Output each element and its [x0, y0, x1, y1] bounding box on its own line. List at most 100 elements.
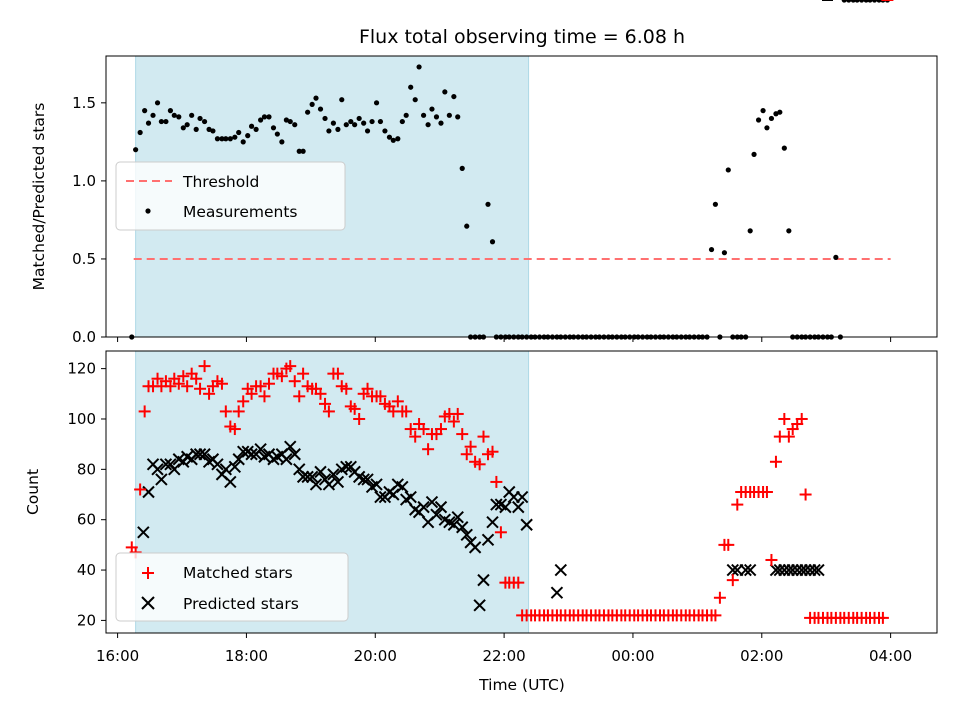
matched-star-marker: [726, 574, 739, 587]
measurement-point: [455, 114, 461, 120]
legend-measurements-label: Measurements: [183, 203, 298, 221]
predicted-star-marker: [305, 470, 319, 484]
measurement-point: [416, 64, 422, 70]
legend-matched-label: Matched stars: [183, 564, 293, 582]
predicted-star-marker: [499, 500, 512, 514]
measurement-point: [777, 109, 783, 115]
measurement-point: [232, 134, 238, 140]
predicted-star-marker: [370, 478, 383, 491]
predicted-star-stroke: [370, 478, 383, 491]
predicted-star-stroke: [305, 470, 319, 484]
measurement-point: [755, 117, 762, 123]
measurement-point: [223, 136, 229, 142]
measurement-point: [167, 108, 174, 114]
predicted-star-stroke: [499, 500, 512, 514]
predicted-star-stroke: [554, 563, 568, 577]
predicted-star-marker: [224, 475, 237, 489]
measurement-point: [725, 167, 731, 173]
matched-star-marker: [254, 380, 267, 393]
measurement-point: [193, 126, 199, 132]
predicted-star-stroke: [224, 475, 237, 489]
bottom-y-label: Count: [24, 469, 42, 515]
matched-star-marker: [391, 395, 404, 408]
predicted-star-stroke: [726, 563, 740, 577]
measurement-point: [433, 114, 440, 120]
measurement-point: [489, 239, 496, 245]
bottom-y-tick-label: 20: [77, 611, 96, 629]
matched-star-marker: [293, 390, 306, 403]
matched-star-marker: [731, 498, 744, 511]
measurement-point: [373, 100, 380, 106]
predicted-star-marker: [425, 495, 439, 509]
predicted-star-stroke: [340, 460, 353, 474]
predicted-star-marker: [228, 460, 242, 474]
measurement-point: [240, 139, 246, 145]
measurement-point: [352, 122, 358, 128]
measurement-point: [258, 117, 264, 123]
x-tick-label: 04:00: [869, 647, 912, 665]
predicted-star-stroke: [425, 495, 439, 509]
predicted-star-stroke: [490, 498, 503, 511]
predicted-star-marker: [550, 586, 564, 599]
matched-stars-points: [125, 0, 894, 624]
matched-star-marker: [134, 483, 147, 496]
predicted-star-marker: [773, 563, 787, 577]
measurement-point: [210, 128, 216, 134]
predicted-star-marker: [812, 563, 825, 577]
legend-predicted-swatch: [141, 596, 155, 610]
predicted-star-stroke: [301, 470, 314, 484]
matched-star-marker: [353, 412, 366, 425]
matched-star-marker: [782, 430, 795, 443]
matched-star-marker: [340, 382, 353, 395]
predicted-star-stroke: [477, 573, 490, 587]
matched-star-marker: [322, 405, 335, 418]
matched-star-marker: [138, 405, 151, 418]
predicted-star-stroke: [245, 448, 258, 461]
predicted-star-marker: [284, 440, 297, 453]
predicted-star-marker: [515, 490, 529, 504]
predicted-star-marker: [159, 458, 173, 471]
predicted-star-marker: [219, 463, 233, 476]
bottom-y-tick-label: 60: [77, 511, 96, 529]
measurement-point: [292, 122, 298, 128]
matched-star-marker: [374, 390, 387, 403]
predicted-star-stroke: [451, 510, 464, 524]
predicted-star-stroke: [352, 470, 366, 484]
matched-star-marker: [348, 402, 361, 415]
matched-star-marker: [490, 475, 503, 488]
measurement-point: [266, 114, 272, 120]
top-x-ticks: [117, 337, 892, 342]
matched-star-marker: [512, 576, 525, 589]
measurement-point: [133, 147, 139, 153]
predicted-star-stroke: [520, 518, 533, 531]
top-y-tick-label: 0.5: [72, 250, 96, 268]
matched-star-marker: [297, 367, 310, 380]
measurement-point: [451, 93, 457, 100]
measurement-point: [305, 109, 311, 115]
predicted-star-marker: [198, 448, 211, 461]
predicted-stars-points: [137, 0, 885, 612]
matched-star-marker: [164, 380, 177, 393]
predicted-star-stroke: [280, 453, 293, 466]
predicted-star-marker: [808, 563, 821, 577]
predicted-star-stroke: [812, 563, 825, 577]
measurement-point: [712, 201, 719, 207]
predicted-star-marker: [739, 563, 752, 577]
measurement-point: [859, 0, 865, 3]
measurement-point: [420, 112, 427, 118]
legend-matched-swatch: [142, 567, 154, 579]
predicted-star-stroke: [773, 563, 787, 577]
measurement-point: [171, 112, 177, 118]
predicted-star-stroke: [434, 500, 448, 514]
predicted-star-stroke: [232, 453, 245, 466]
predicted-star-marker: [468, 541, 482, 554]
matched-star-marker: [245, 387, 258, 400]
measurement-point: [863, 0, 869, 3]
predicted-star-stroke: [387, 488, 400, 501]
matched-star-marker: [198, 360, 211, 373]
predicted-star-marker: [155, 473, 168, 486]
measurement-point: [377, 118, 384, 125]
predicted-star-stroke: [473, 599, 486, 612]
predicted-star-stroke: [808, 563, 821, 577]
